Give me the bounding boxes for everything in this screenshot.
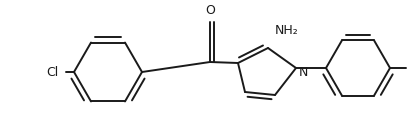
Text: N: N bbox=[299, 65, 308, 79]
Text: Cl: Cl bbox=[46, 65, 58, 79]
Text: O: O bbox=[205, 4, 215, 16]
Text: NH₂: NH₂ bbox=[275, 23, 299, 37]
